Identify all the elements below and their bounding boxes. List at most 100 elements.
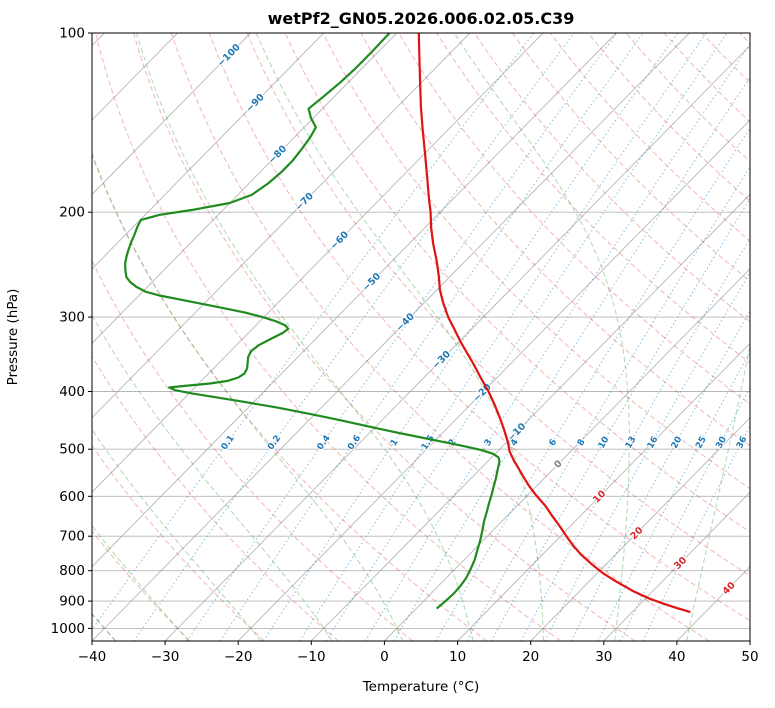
x-tick-label: 40 <box>668 649 685 665</box>
isotherm-line <box>92 33 544 493</box>
isotherm-label: 40 <box>721 580 738 597</box>
mixing-ratio-label: 20 <box>670 435 685 451</box>
mixing-ratio-line <box>619 386 750 641</box>
isotherm-label: −80 <box>267 143 290 166</box>
dry-adiabat-line <box>398 33 750 405</box>
mixing-ratio-label: 25 <box>694 435 709 451</box>
mixing-ratio-line <box>364 43 750 641</box>
moist-adiabat-line <box>92 524 189 641</box>
plot-border <box>91 32 751 642</box>
isotherm-label: −70 <box>293 190 316 213</box>
dry-adiabat-line <box>587 33 750 202</box>
dry-adiabats-layer <box>92 33 750 641</box>
isotherm-line <box>457 342 750 641</box>
y-tick-label: 300 <box>59 310 85 326</box>
y-tick-label: 600 <box>59 489 85 505</box>
mixing-ratio-label: 6 <box>547 438 559 448</box>
isotherm-line <box>749 640 750 641</box>
isotherm-label: −90 <box>244 91 267 114</box>
mixing-ratio-label: 1 <box>389 438 401 449</box>
isotherm-line <box>92 33 471 419</box>
moist-adiabats-layer <box>92 33 750 641</box>
x-tick-label: 0 <box>380 649 389 665</box>
mixing-ratio-line <box>435 127 750 641</box>
isotherm-line <box>237 119 750 641</box>
mixing-ratio-label: 30 <box>714 435 729 451</box>
mixing-ratio-line <box>544 271 750 641</box>
dry-adiabat-line <box>322 33 750 490</box>
x-tick-label: 10 <box>449 649 466 665</box>
mixing-ratio-line <box>520 237 750 641</box>
moist-adiabat-line <box>92 428 262 641</box>
dry-adiabat-line <box>625 33 750 163</box>
x-tick-label: 30 <box>595 649 612 665</box>
y-tick-label: 1000 <box>51 621 85 637</box>
mixing-ratio-label: 13 <box>624 435 639 451</box>
dry-adiabat-line <box>95 33 562 641</box>
mixing-ratio-label: 3 <box>483 438 495 449</box>
moist-adiabat-line <box>453 33 630 641</box>
x-tick-label: 50 <box>741 649 758 665</box>
isotherm-label: −100 <box>215 42 243 70</box>
ticks-layer: −40 −30 −20 −10 0 10 20 30 40 5010020030040050060… <box>51 26 759 666</box>
chart-title: wetPf2_GN05.2026.006.02.05.C39 <box>268 9 575 28</box>
y-tick-label: 100 <box>59 26 85 42</box>
dry-adiabat-line <box>208 33 750 622</box>
isotherm-line <box>603 491 750 641</box>
mixing-ratio-label: 36 <box>735 435 750 450</box>
sounding-profiles-layer <box>124 33 691 613</box>
mixing-ratio-line <box>570 310 750 641</box>
x-tick-label: −20 <box>224 649 253 665</box>
moist-adiabat-line <box>255 33 545 641</box>
isotherm-label: −10 <box>506 421 529 444</box>
dry-adiabat-line <box>474 33 750 323</box>
moist-adiabat-line <box>135 33 474 641</box>
isotherm-label: −60 <box>328 229 351 252</box>
isotherm-line <box>310 193 750 641</box>
dry-adiabat-line <box>170 33 710 641</box>
dry-adiabat-line <box>92 259 413 641</box>
dewpoint-trace <box>124 33 501 609</box>
moist-adiabat-line <box>92 313 333 641</box>
isotherm-line <box>384 268 750 641</box>
x-tick-label: 20 <box>522 649 539 665</box>
dry-adiabat-line <box>436 33 750 364</box>
dry-adiabat-line <box>701 33 750 84</box>
y-tick-label: 800 <box>59 563 85 579</box>
temperature-trace <box>417 33 691 613</box>
mixing-ratio-line <box>263 33 679 641</box>
dry-adiabat-line <box>246 33 750 577</box>
dry-adiabat-line <box>663 33 750 123</box>
mixing-ratio-line <box>299 33 707 641</box>
isotherm-line <box>92 33 690 641</box>
y-axis-label: Pressure (hPa) <box>5 289 21 386</box>
mixing-ratio-line <box>219 33 644 641</box>
mixing-ratio-line <box>186 33 618 641</box>
mixing-ratio-line <box>133 33 575 641</box>
x-axis-label: Temperature (°C) <box>362 679 480 695</box>
y-tick-label: 400 <box>59 384 85 400</box>
dry-adiabat-line <box>739 33 750 45</box>
y-tick-label: 200 <box>59 205 85 221</box>
isotherm-line <box>92 33 398 344</box>
isotherm-line <box>164 44 750 641</box>
mixing-ratio-line <box>490 197 750 641</box>
x-tick-label: −10 <box>297 649 326 665</box>
dry-adiabat-line <box>92 151 487 641</box>
mixing-ratio-label: 8 <box>576 438 588 448</box>
dry-adiabat-line <box>92 444 265 641</box>
x-tick-label: −30 <box>151 649 180 665</box>
isotherm-line <box>92 33 325 270</box>
isotherm-line <box>92 33 251 196</box>
x-tick-label: −40 <box>78 649 107 665</box>
dry-adiabat-line <box>132 33 636 641</box>
y-tick-label: 700 <box>59 529 85 545</box>
dry-adiabat-line <box>284 33 750 533</box>
isotherm-line <box>92 33 178 121</box>
dry-adiabat-line <box>92 355 339 641</box>
grid-layer <box>92 33 750 641</box>
mixing-ratio-layer <box>92 33 750 641</box>
isotherm-label: −40 <box>394 311 417 334</box>
dry-adiabat-line <box>92 529 191 641</box>
